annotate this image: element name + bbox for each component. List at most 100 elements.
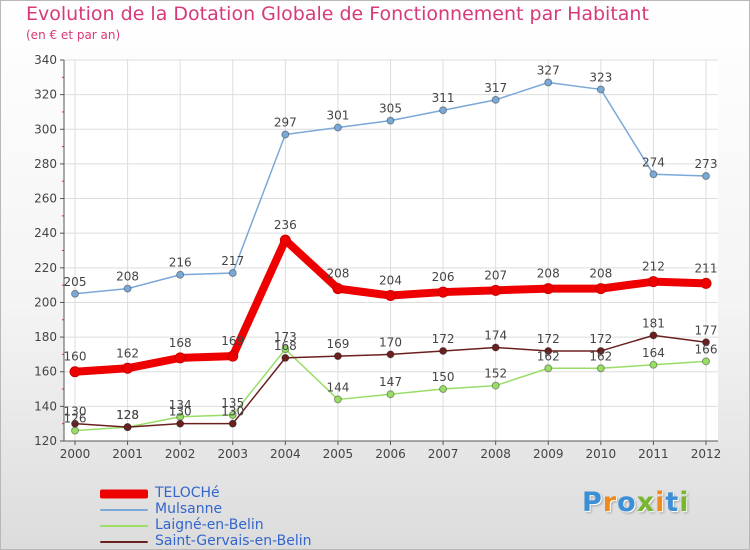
legend-swatch <box>100 509 148 511</box>
data-label-0: 212 <box>642 260 665 274</box>
data-label-2: 128 <box>116 408 139 422</box>
data-point-3 <box>649 331 658 340</box>
legend-item: Mulsanne <box>100 501 430 518</box>
x-tick-label: 2002 <box>165 447 196 461</box>
y-tick-label: 120 <box>34 434 57 448</box>
x-tick-label: 2010 <box>586 447 617 461</box>
data-point-3 <box>333 352 342 361</box>
data-point-1 <box>439 106 448 115</box>
data-label-2: 150 <box>432 370 455 384</box>
data-label-2: 166 <box>695 342 718 356</box>
legend-label: Saint-Gervais-en-Belin <box>155 533 312 549</box>
data-point-3 <box>544 346 553 355</box>
y-tick-label: 160 <box>34 365 57 379</box>
data-label-3: 172 <box>432 332 455 346</box>
x-tick-label: 2008 <box>480 447 511 461</box>
x-tick-label: 2001 <box>112 447 143 461</box>
x-tick-label: 2006 <box>375 447 406 461</box>
data-label-3: 130 <box>169 405 192 419</box>
data-label-3: 174 <box>484 328 507 342</box>
x-tick-label: 2007 <box>428 447 459 461</box>
data-point-1 <box>123 284 132 293</box>
x-tick-label: 2004 <box>270 447 301 461</box>
data-label-0: 236 <box>274 218 297 232</box>
data-label-0: 208 <box>537 267 560 281</box>
y-tick-label: 300 <box>34 122 57 136</box>
y-tick-label: 180 <box>34 330 57 344</box>
data-label-0: 168 <box>169 336 192 350</box>
data-label-1: 311 <box>432 91 455 105</box>
data-point-0 <box>700 277 712 289</box>
data-point-0 <box>122 362 134 374</box>
chart-legend: TELOCHé Mulsanne Laigné-en-Belin Saint-Gerv… <box>100 485 430 550</box>
data-label-2: 134 <box>169 398 192 412</box>
data-label-0: 160 <box>64 350 87 364</box>
data-label-2: 147 <box>379 375 402 389</box>
data-label-3: 172 <box>537 332 560 346</box>
y-tick-label: 320 <box>34 88 57 102</box>
data-label-0: 162 <box>116 346 139 360</box>
data-label-1: 305 <box>379 102 402 116</box>
data-label-1: 317 <box>484 81 507 95</box>
data-point-3 <box>228 419 237 428</box>
data-point-2 <box>281 345 290 354</box>
chart-title: Evolution de la Dotation Globale de Fonc… <box>26 3 649 25</box>
data-point-1 <box>228 269 237 278</box>
data-point-0 <box>647 276 659 288</box>
x-tick-label: 2009 <box>533 447 564 461</box>
data-point-1 <box>491 95 500 104</box>
data-label-0: 206 <box>432 270 455 284</box>
data-point-2 <box>439 385 448 394</box>
data-point-3 <box>123 423 132 432</box>
y-tick-label: 340 <box>34 53 57 67</box>
data-point-0 <box>385 290 396 302</box>
data-label-2: 164 <box>642 346 665 360</box>
data-label-1: 216 <box>169 256 192 270</box>
data-label-3: 169 <box>326 337 349 351</box>
data-point-2 <box>544 364 553 373</box>
data-point-1 <box>386 116 395 125</box>
data-point-0 <box>279 234 291 246</box>
data-point-1 <box>281 130 290 139</box>
data-point-3 <box>281 353 290 362</box>
data-point-0 <box>69 366 81 378</box>
data-point-2 <box>491 381 500 390</box>
legend-item: TELOCHé <box>100 485 430 502</box>
data-point-0 <box>332 283 344 295</box>
data-label-1: 301 <box>326 109 349 123</box>
data-label-0: 208 <box>589 267 612 281</box>
y-tick-label: 240 <box>34 226 57 240</box>
data-label-0: 204 <box>379 274 402 288</box>
data-point-1 <box>702 172 710 181</box>
x-tick-label: 2000 <box>60 447 91 461</box>
data-label-3: 177 <box>695 323 718 337</box>
data-point-2 <box>71 426 79 435</box>
legend-swatch <box>100 489 148 499</box>
data-label-1: 323 <box>589 70 612 84</box>
data-label-2: 162 <box>537 349 560 363</box>
data-label-3: 130 <box>221 405 244 419</box>
data-point-1 <box>71 289 79 298</box>
y-tick-label: 260 <box>34 192 57 206</box>
data-point-1 <box>176 270 185 279</box>
legend-item: Laigné-en-Belin <box>100 517 430 534</box>
data-point-2 <box>386 390 395 399</box>
data-label-1: 273 <box>695 157 718 171</box>
data-point-0 <box>542 283 554 295</box>
data-point-0 <box>595 283 607 295</box>
data-point-0 <box>490 284 502 296</box>
data-label-3: 181 <box>642 316 665 330</box>
data-label-0: 207 <box>484 268 507 282</box>
data-point-0 <box>174 352 186 364</box>
data-point-3 <box>702 338 710 347</box>
x-tick-label: 2005 <box>323 447 354 461</box>
data-point-1 <box>333 123 342 132</box>
data-label-3: 168 <box>274 339 297 353</box>
data-label-2: 152 <box>484 367 507 381</box>
data-point-0 <box>437 286 449 298</box>
data-point-3 <box>71 419 79 428</box>
data-point-3 <box>596 346 605 355</box>
data-label-0: 211 <box>695 261 718 275</box>
data-label-1: 297 <box>274 115 297 129</box>
